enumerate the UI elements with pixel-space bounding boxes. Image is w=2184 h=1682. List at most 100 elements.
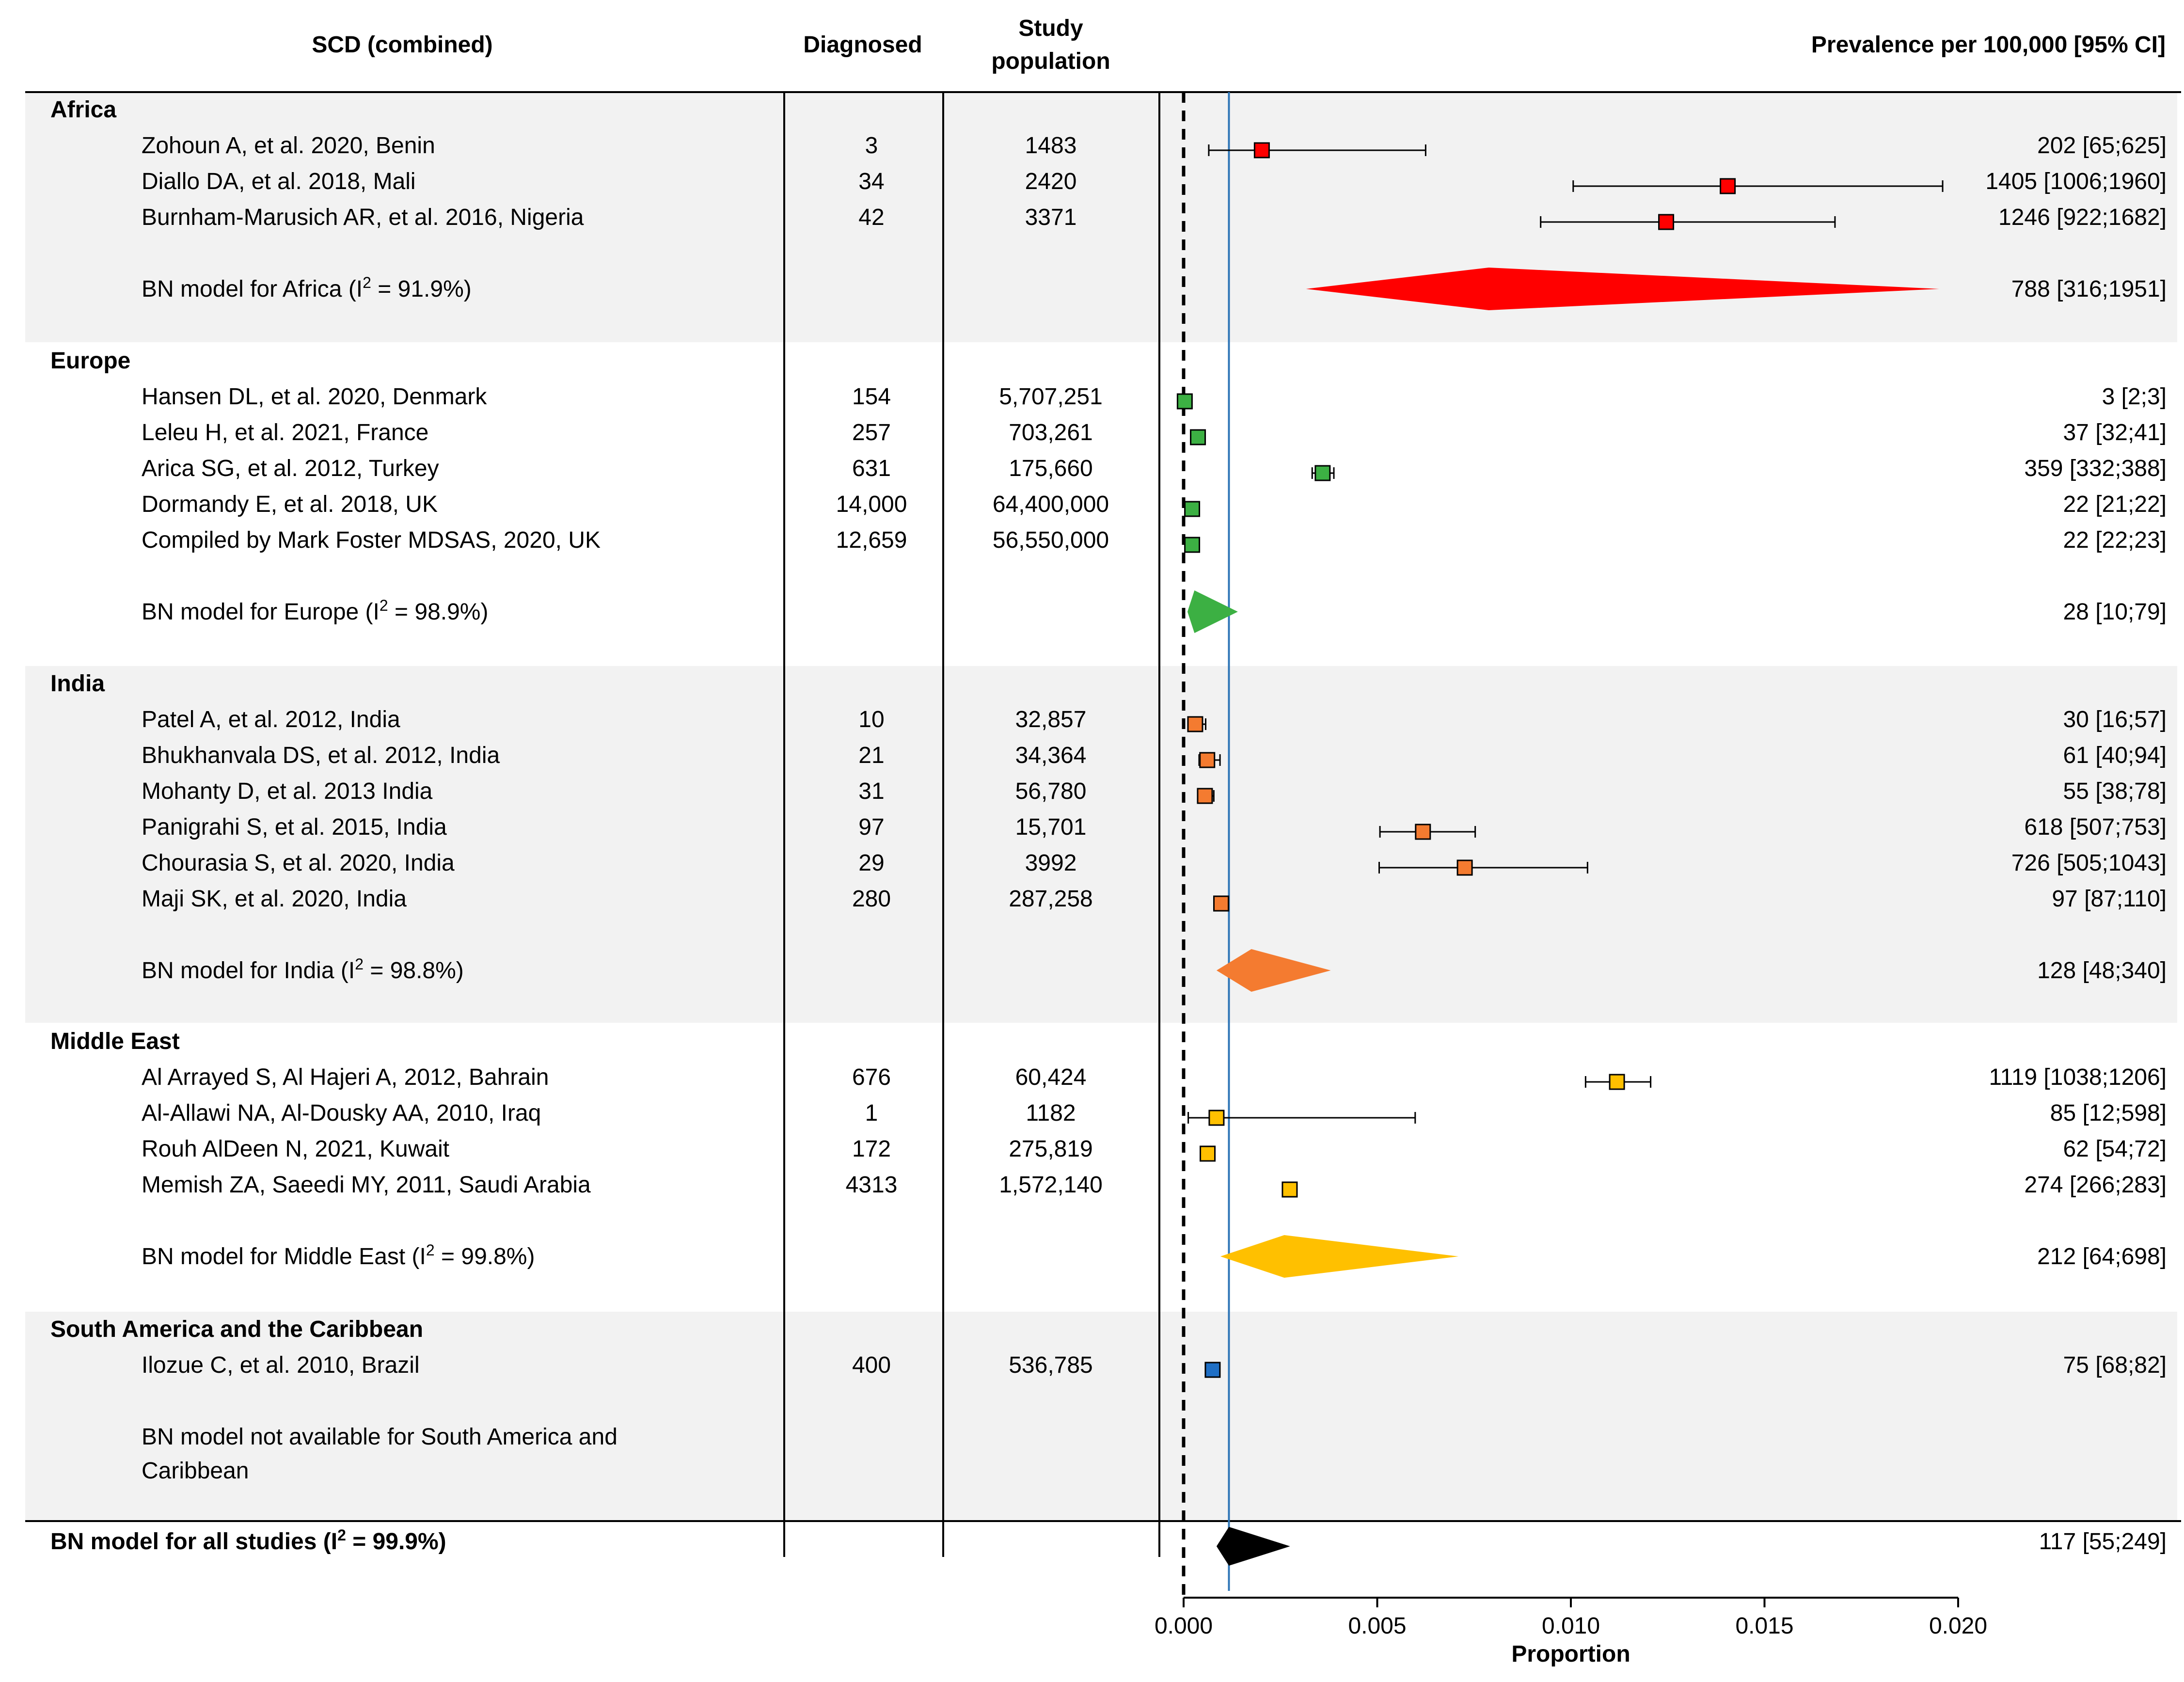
study-diagnosed: 172 [852, 1136, 891, 1162]
header-population-line1: Study [1018, 16, 1083, 41]
group-bands [25, 92, 2177, 1521]
study-diagnosed: 10 [858, 707, 884, 732]
model-label: BN model for Europe (I2 = 98.9%) [142, 597, 488, 625]
study-label: Maji SK, et al. 2020, India [142, 886, 407, 912]
reference-lines [1182, 92, 1230, 1595]
group-title: Europe [50, 348, 130, 374]
study-point [1609, 1074, 1625, 1090]
study-diagnosed: 676 [852, 1064, 891, 1090]
model-note: BN model not available for South America… [142, 1424, 617, 1450]
group-band [25, 1024, 2177, 1311]
group-band [25, 92, 2177, 342]
model-label-sup: 2 [426, 1241, 435, 1259]
model-label-pre: BN model for Middle East (I [142, 1244, 426, 1269]
study-label: Panigrahi S, et al. 2015, India [142, 814, 447, 840]
study-prevalence: 1405 [1006;1960] [1985, 169, 2167, 194]
study-population: 1182 [1026, 1100, 1076, 1126]
study-point [1204, 1362, 1221, 1378]
study-point [1208, 1110, 1225, 1126]
study-point [1213, 895, 1230, 912]
study-diagnosed: 1 [865, 1100, 878, 1126]
study-population: 15,701 [1015, 814, 1087, 840]
study-population: 56,550,000 [993, 527, 1109, 553]
study-diagnosed: 34 [858, 169, 884, 194]
study-label: Memish ZA, Saeedi MY, 2011, Saudi Arabia [142, 1172, 591, 1198]
study-label: Diallo DA, et al. 2018, Mali [142, 169, 416, 194]
study-prevalence: 1119 [1038;1206] [1989, 1064, 2167, 1090]
study-point [1197, 788, 1213, 804]
model-note: Caribbean [142, 1458, 249, 1484]
study-prevalence: 61 [40;94] [2063, 743, 2167, 768]
study-prevalence: 618 [507;753] [2024, 814, 2167, 840]
model-label-sup: 2 [380, 597, 388, 614]
x-tick-label: 0.000 [1155, 1613, 1213, 1639]
overall-label-sup: 2 [337, 1526, 346, 1544]
study-point [1720, 178, 1736, 194]
study-diagnosed: 31 [858, 778, 884, 804]
group-title: India [50, 671, 105, 697]
study-point [1184, 501, 1201, 517]
study-point [1253, 142, 1270, 159]
model-label-post: = 98.8%) [364, 958, 464, 984]
group-title: Middle East [50, 1029, 180, 1054]
study-point [1282, 1181, 1298, 1198]
study-population: 3371 [1025, 205, 1077, 230]
study-prevalence: 3 [2;3] [2102, 384, 2167, 410]
model-prevalence: 212 [64;698] [2037, 1244, 2167, 1269]
study-point [1187, 716, 1203, 732]
study-label: Ilozue C, et al. 2010, Brazil [142, 1352, 420, 1378]
study-label: Chourasia S, et al. 2020, India [142, 850, 455, 876]
model-label: BN model for Middle East (I2 = 99.8%) [142, 1241, 535, 1269]
study-diagnosed: 3 [865, 133, 878, 159]
study-diagnosed: 257 [852, 420, 891, 445]
study-label: Al Arrayed S, Al Hajeri A, 2012, Bahrain [142, 1064, 549, 1090]
study-prevalence: 22 [22;23] [2063, 527, 2167, 553]
study-population: 1483 [1025, 133, 1077, 159]
model-label-pre: BN model for India (I [142, 958, 355, 984]
study-point [1199, 752, 1216, 768]
study-prevalence: 75 [68;82] [2063, 1352, 2167, 1378]
study-prevalence: 37 [32;41] [2063, 420, 2167, 445]
study-population: 60,424 [1015, 1064, 1087, 1090]
study-population: 2420 [1025, 169, 1077, 194]
model-diamond [1216, 949, 1331, 992]
model-prevalence: 788 [316;1951] [2011, 276, 2167, 302]
study-population: 34,364 [1015, 743, 1087, 768]
x-axis-label: Proportion [1511, 1641, 1630, 1667]
study-diagnosed: 97 [858, 814, 884, 840]
study-diagnosed: 154 [852, 384, 891, 410]
x-tick-label: 0.010 [1542, 1613, 1600, 1639]
study-label: Dormandy E, et al. 2018, UK [142, 492, 438, 517]
overall-label-pre: BN model for all studies (I [50, 1529, 337, 1555]
study-label: Bhukhanvala DS, et al. 2012, India [142, 743, 500, 768]
column-headers: SCD (combined) Diagnosed Study populatio… [312, 16, 2166, 74]
group-band [25, 666, 2177, 1023]
study-population: 3992 [1025, 850, 1077, 876]
model-label-post: = 91.9%) [371, 276, 472, 302]
study-label: Compiled by Mark Foster MDSAS, 2020, UK [142, 527, 601, 553]
study-population: 287,258 [1009, 886, 1093, 912]
group-band [25, 1312, 2177, 1521]
x-tick-label: 0.015 [1735, 1613, 1793, 1639]
model-label: BN model for Africa (I2 = 91.9%) [142, 274, 472, 302]
model-prevalence: 128 [48;340] [2037, 958, 2167, 984]
study-population: 5,707,251 [999, 384, 1103, 410]
study-label: Burnham-Marusich AR, et al. 2016, Nigeri… [142, 205, 584, 230]
study-population: 703,261 [1009, 420, 1093, 445]
header-label: SCD (combined) [312, 32, 492, 58]
study-population: 56,780 [1015, 778, 1087, 804]
study-label: Zohoun A, et al. 2020, Benin [142, 133, 435, 159]
study-point [1415, 824, 1431, 840]
x-tick-label: 0.020 [1929, 1613, 1987, 1639]
study-label: Rouh AlDeen N, 2021, Kuwait [142, 1136, 449, 1162]
study-diagnosed: 29 [858, 850, 884, 876]
study-population: 1,572,140 [999, 1172, 1103, 1198]
study-diagnosed: 400 [852, 1352, 891, 1378]
study-diagnosed: 14,000 [836, 492, 907, 517]
model-label-sup: 2 [355, 955, 364, 973]
model-label-post: = 99.8%) [435, 1244, 535, 1269]
overall-diamond [1216, 1527, 1290, 1566]
overall-label-post: = 99.9%) [346, 1529, 446, 1555]
study-population: 275,819 [1009, 1136, 1093, 1162]
